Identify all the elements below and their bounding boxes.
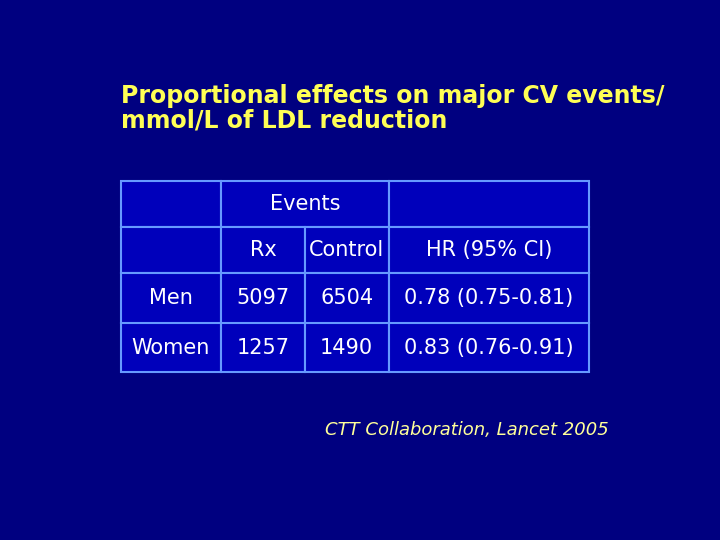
Bar (121, 181, 221, 227)
Text: 0.83 (0.76-0.91): 0.83 (0.76-0.91) (404, 338, 574, 357)
Bar (389, 181, 590, 227)
Bar (389, 227, 590, 273)
Bar (121, 227, 221, 273)
Bar (305, 273, 389, 373)
Text: 5097: 5097 (236, 288, 289, 308)
Bar (221, 227, 305, 273)
Text: HR (95% CI): HR (95% CI) (426, 240, 552, 260)
Text: 0.78 (0.75-0.81): 0.78 (0.75-0.81) (405, 288, 574, 308)
Text: mmol/L of LDL reduction: mmol/L of LDL reduction (121, 109, 447, 132)
Text: CTT Collaboration, Lancet 2005: CTT Collaboration, Lancet 2005 (325, 421, 609, 439)
Text: Men: Men (149, 288, 193, 308)
Text: Women: Women (132, 338, 210, 357)
Text: Control: Control (309, 240, 384, 260)
Text: 1490: 1490 (320, 338, 373, 357)
Bar (305, 227, 389, 273)
Text: Events: Events (269, 194, 340, 214)
Text: 1257: 1257 (236, 338, 289, 357)
Text: 6504: 6504 (320, 288, 373, 308)
Bar (389, 273, 590, 373)
Bar (121, 273, 221, 373)
Text: Rx: Rx (250, 240, 276, 260)
Bar (221, 181, 389, 227)
Bar (221, 273, 305, 373)
Text: Proportional effects on major CV events/: Proportional effects on major CV events/ (121, 84, 664, 107)
